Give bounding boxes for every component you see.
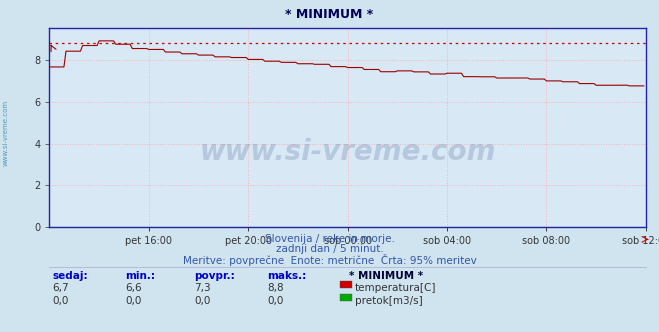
Text: 7,3: 7,3 [194,283,211,293]
Text: * MINIMUM *: * MINIMUM * [285,8,374,21]
Text: zadnji dan / 5 minut.: zadnji dan / 5 minut. [275,244,384,254]
Text: 0,0: 0,0 [53,296,69,306]
Text: maks.:: maks.: [267,271,306,281]
Text: 6,7: 6,7 [53,283,69,293]
Text: www.si-vreme.com: www.si-vreme.com [2,100,9,166]
Text: 0,0: 0,0 [125,296,142,306]
Text: pretok[m3/s]: pretok[m3/s] [355,296,422,306]
Text: 8,8: 8,8 [267,283,283,293]
Text: temperatura[C]: temperatura[C] [355,283,436,293]
Text: Slovenija / reke in morje.: Slovenija / reke in morje. [264,234,395,244]
Text: www.si-vreme.com: www.si-vreme.com [200,138,496,166]
Text: sedaj:: sedaj: [53,271,88,281]
Text: 0,0: 0,0 [194,296,211,306]
Text: povpr.:: povpr.: [194,271,235,281]
Text: * MINIMUM *: * MINIMUM * [349,271,423,281]
Text: Meritve: povprečne  Enote: metrične  Črta: 95% meritev: Meritve: povprečne Enote: metrične Črta:… [183,254,476,266]
Text: 0,0: 0,0 [267,296,283,306]
Text: 6,6: 6,6 [125,283,142,293]
Text: min.:: min.: [125,271,156,281]
